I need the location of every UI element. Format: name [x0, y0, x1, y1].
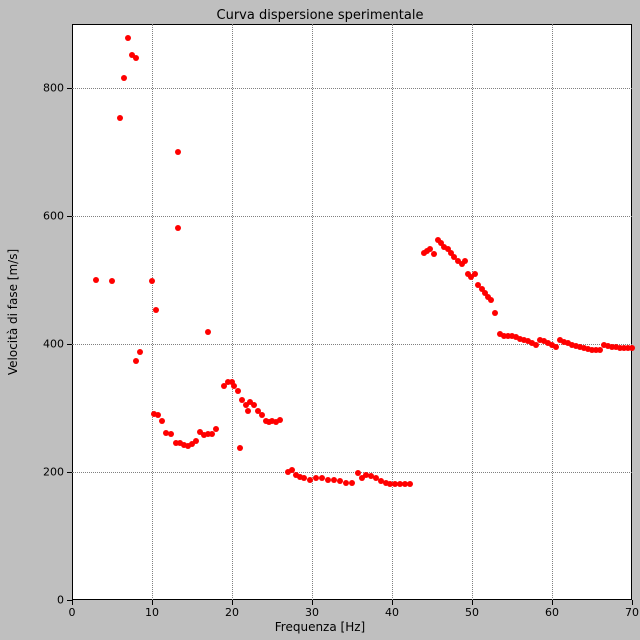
data-point — [472, 271, 478, 277]
x-tick — [552, 600, 553, 605]
x-tick-label: 20 — [225, 606, 239, 619]
gridline-h — [72, 216, 632, 217]
data-point — [492, 310, 498, 316]
x-tick — [472, 600, 473, 605]
data-point — [93, 277, 99, 283]
data-point — [125, 35, 131, 41]
data-point — [193, 438, 199, 444]
y-tick-label: 800 — [43, 82, 64, 95]
data-point — [301, 475, 307, 481]
data-point — [159, 418, 165, 424]
y-axis-label: Velocità di fase [m/s] — [6, 249, 20, 375]
gridline-h — [72, 472, 632, 473]
x-tick-label: 60 — [545, 606, 559, 619]
gridline-v — [472, 24, 473, 600]
x-tick-label: 0 — [69, 606, 76, 619]
x-tick — [72, 600, 73, 605]
data-point — [349, 480, 355, 486]
y-tick — [67, 344, 72, 345]
data-point — [175, 225, 181, 231]
data-point — [277, 417, 283, 423]
data-point — [209, 431, 215, 437]
plot-area — [72, 24, 632, 600]
data-point — [121, 75, 127, 81]
data-point — [133, 358, 139, 364]
data-point — [462, 258, 468, 264]
data-point — [168, 431, 174, 437]
y-tick — [67, 472, 72, 473]
data-point — [343, 480, 349, 486]
y-tick-label: 600 — [43, 210, 64, 223]
data-point — [239, 397, 245, 403]
y-tick — [67, 216, 72, 217]
data-point — [407, 481, 413, 487]
data-point — [251, 402, 257, 408]
y-tick-label: 200 — [43, 466, 64, 479]
gridline-v — [312, 24, 313, 600]
data-point — [153, 307, 159, 313]
data-point — [597, 347, 603, 353]
figure: Curva dispersione sperimentale Frequenza… — [0, 0, 640, 640]
gridline-h — [72, 88, 632, 89]
data-point — [553, 344, 559, 350]
x-tick — [632, 600, 633, 605]
data-point — [629, 345, 635, 351]
data-point — [431, 251, 437, 257]
data-point — [133, 55, 139, 61]
x-axis-label: Frequenza [Hz] — [0, 620, 640, 634]
data-point — [137, 349, 143, 355]
data-point — [109, 278, 115, 284]
data-point — [213, 426, 219, 432]
x-tick — [232, 600, 233, 605]
x-tick-label: 40 — [385, 606, 399, 619]
chart-title: Curva dispersione sperimentale — [0, 8, 640, 23]
data-point — [117, 115, 123, 121]
x-tick-label: 50 — [465, 606, 479, 619]
x-tick — [312, 600, 313, 605]
data-point — [488, 297, 494, 303]
data-point — [245, 408, 251, 414]
y-tick-label: 400 — [43, 338, 64, 351]
gridline-v — [392, 24, 393, 600]
data-point — [205, 329, 211, 335]
gridline-v — [552, 24, 553, 600]
x-tick-label: 10 — [145, 606, 159, 619]
x-tick-label: 70 — [625, 606, 639, 619]
data-point — [325, 477, 331, 483]
y-tick — [67, 600, 72, 601]
data-point — [175, 149, 181, 155]
y-tick — [67, 88, 72, 89]
data-point — [533, 342, 539, 348]
data-point — [149, 278, 155, 284]
y-tick-label: 0 — [57, 594, 64, 607]
data-point — [235, 388, 241, 394]
x-tick — [152, 600, 153, 605]
x-tick-label: 30 — [305, 606, 319, 619]
gridline-v — [232, 24, 233, 600]
x-tick — [392, 600, 393, 605]
data-point — [237, 445, 243, 451]
data-point — [319, 475, 325, 481]
